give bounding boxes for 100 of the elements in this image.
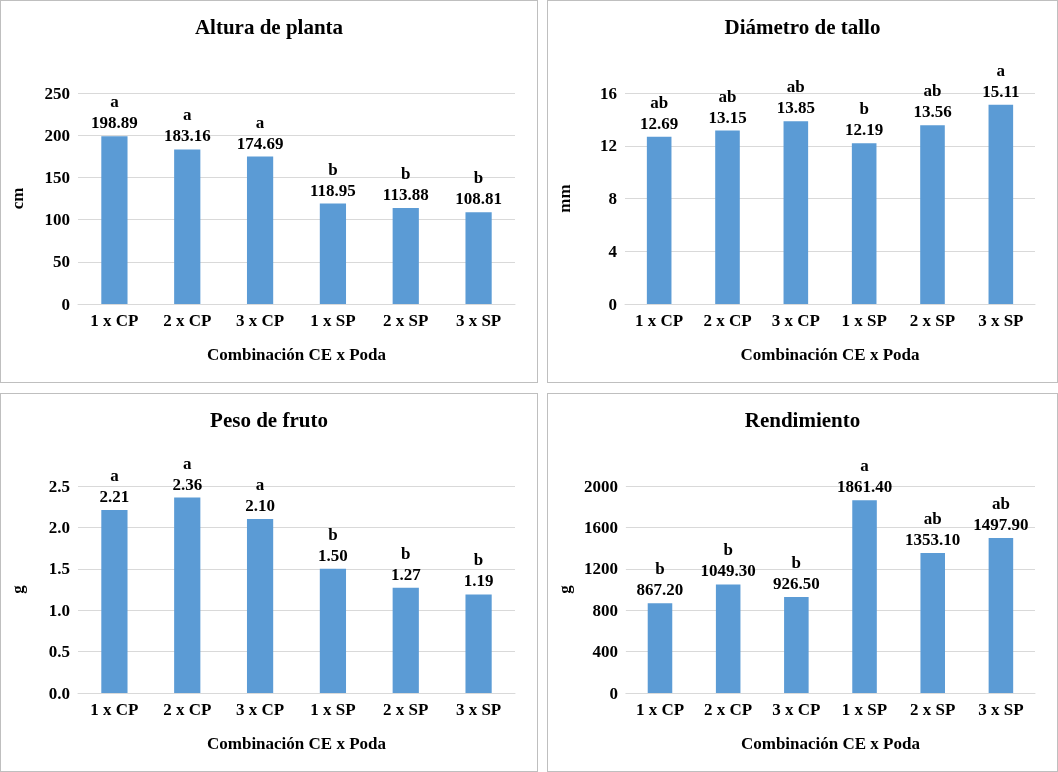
data-label: 108.81: [455, 189, 502, 209]
y-tick-label: 0: [608, 294, 617, 314]
annotation: ab: [786, 77, 805, 97]
data-label: 1497.90: [973, 514, 1029, 534]
x-tick-label: 2 x SP: [383, 311, 429, 330]
x-tick-label: 3 x SP: [978, 700, 1024, 719]
y-tick-label: 0.0: [48, 683, 70, 703]
chart-title: Peso de fruto: [210, 407, 328, 432]
data-label: 198.89: [91, 113, 138, 133]
bar: [647, 603, 673, 693]
chart-title: Diámetro de tallo: [724, 14, 881, 39]
x-tick-label: 1 x SP: [310, 700, 356, 719]
data-label: 13.85: [776, 98, 815, 118]
y-tick-label: 1600: [583, 517, 618, 537]
x-tick-label: 2 x CP: [163, 700, 212, 719]
bar: [101, 136, 128, 304]
bar: [852, 500, 877, 693]
y-tick-label: 400: [592, 642, 618, 662]
data-label: 13.15: [708, 107, 747, 127]
data-label: 1.50: [318, 545, 348, 565]
bar: [784, 597, 809, 693]
y-axis-title: g: [555, 584, 574, 594]
data-label: 2.21: [99, 487, 130, 507]
data-label: 13.56: [913, 102, 952, 122]
annotation: b: [473, 550, 484, 570]
annotation: a: [996, 60, 1006, 80]
data-label: 12.19: [845, 120, 884, 140]
bar: [715, 584, 741, 693]
x-tick-label: 2 x CP: [703, 311, 752, 330]
x-tick-label: 3 x SP: [455, 700, 502, 719]
y-tick-label: 2000: [583, 476, 618, 496]
x-axis-title: Combinación CE x Poda: [740, 345, 920, 364]
x-tick-label: 1 x CP: [635, 311, 684, 330]
data-label: 15.11: [982, 81, 1020, 101]
x-tick-label: 3 x SP: [455, 311, 502, 330]
data-label: 1861.40: [836, 477, 893, 497]
y-tick-label: 12: [600, 136, 617, 156]
annotation: b: [723, 540, 733, 560]
x-tick-label: 3 x CP: [236, 700, 285, 719]
y-tick-label: 250: [44, 83, 70, 103]
y-axis-title: cm: [8, 187, 27, 210]
bar: [246, 156, 274, 304]
y-axis-title: mm: [555, 184, 574, 213]
annotation: ab: [718, 86, 737, 106]
bar: [174, 149, 201, 304]
data-label: 2.10: [245, 496, 275, 516]
y-tick-label: 16: [600, 83, 617, 103]
bar: [246, 519, 274, 693]
data-label: 118.95: [310, 180, 356, 200]
x-tick-label: 2 x SP: [383, 700, 429, 719]
y-tick-label: 0: [61, 294, 70, 314]
y-tick-label: 2.0: [48, 517, 70, 537]
annotation: b: [401, 163, 411, 183]
x-tick-label: 3 x SP: [978, 311, 1024, 330]
data-label: 183.16: [163, 126, 211, 146]
annotation: a: [110, 92, 120, 112]
annotation: b: [473, 168, 484, 188]
annotation: a: [255, 475, 265, 495]
x-tick-label: 1 x SP: [310, 311, 356, 330]
data-label: 1353.10: [905, 529, 961, 549]
y-tick-label: 0.5: [48, 642, 70, 662]
data-label: 12.69: [640, 113, 679, 133]
y-tick-label: 150: [44, 167, 70, 187]
annotation: a: [110, 466, 120, 486]
data-label: 174.69: [236, 133, 284, 153]
x-tick-label: 1 x SP: [841, 700, 888, 719]
y-tick-label: 800: [592, 600, 618, 620]
x-tick-label: 1 x CP: [90, 700, 139, 719]
y-tick-label: 200: [44, 125, 70, 145]
annotation: b: [328, 524, 338, 544]
x-tick-label: 2 x SP: [909, 311, 956, 330]
annotation: a: [255, 112, 265, 132]
chart-title: Rendimiento: [744, 407, 861, 432]
annotation: b: [401, 543, 411, 563]
bar: [715, 130, 740, 304]
x-tick-label: 1 x CP: [635, 700, 685, 719]
x-tick-label: 2 x SP: [910, 700, 956, 719]
annotation: ab: [991, 493, 1010, 513]
x-tick-label: 3 x CP: [771, 311, 820, 330]
annotation: b: [791, 553, 802, 573]
annotation: ab: [923, 508, 942, 528]
data-label: 1049.30: [700, 561, 756, 581]
data-label: 113.88: [382, 184, 429, 204]
bar: [783, 121, 809, 304]
y-tick-label: 100: [44, 210, 70, 230]
y-tick-label: 1200: [583, 559, 618, 579]
bar: [174, 497, 201, 693]
y-tick-label: 2.5: [48, 476, 70, 496]
bar: [920, 552, 945, 693]
data-label: 1.19: [463, 571, 494, 591]
annotation: b: [328, 159, 338, 179]
bar: [392, 207, 419, 304]
annotation: b: [655, 559, 665, 579]
bar: [646, 136, 672, 304]
bar: [392, 587, 419, 693]
bar: [319, 568, 347, 693]
annotation: a: [860, 456, 870, 476]
annotation: a: [183, 453, 192, 473]
bar: [101, 510, 128, 693]
y-tick-label: 1.5: [48, 559, 70, 579]
